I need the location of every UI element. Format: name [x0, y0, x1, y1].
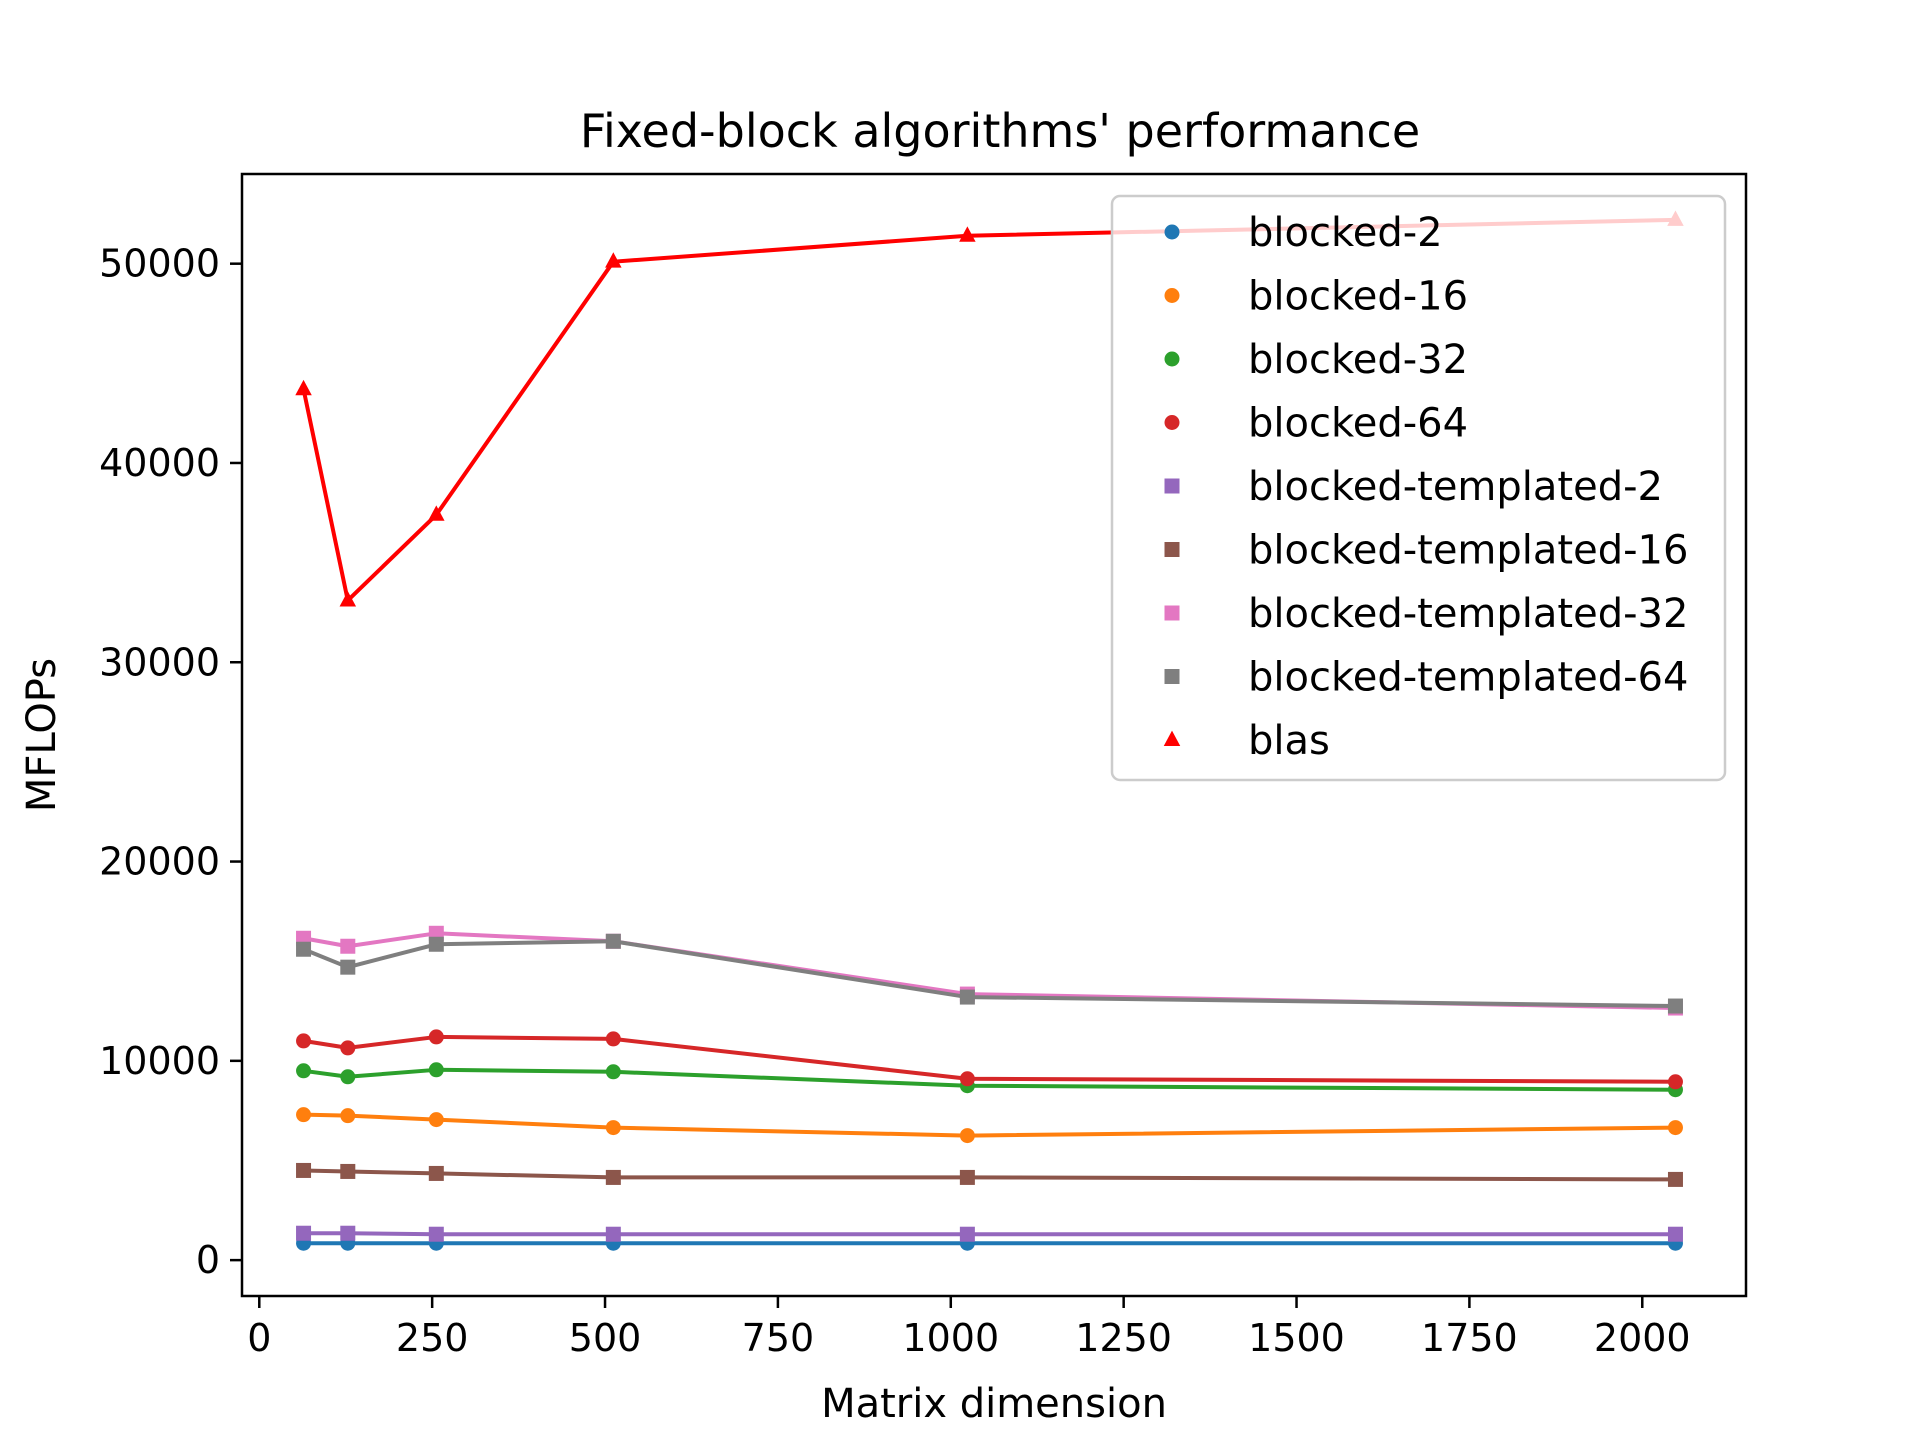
y-axis-label: MFLOPs [19, 658, 65, 812]
data-point-blocked-templated-2 [1667, 1226, 1683, 1242]
data-point-blocked-templated-64 [1667, 998, 1683, 1014]
data-point-blocked-64 [1667, 1074, 1683, 1090]
legend-marker-blocked-templated-32 [1164, 605, 1180, 621]
x-tick-label: 1500 [1248, 1316, 1345, 1360]
series-blocked-templated-64 [296, 933, 1683, 1014]
x-tick-label: 1250 [1075, 1316, 1172, 1360]
legend: blocked-2 blocked-16 blocked-32 blocked-64 b… [1110, 194, 1727, 782]
data-point-blas [428, 505, 445, 521]
legend-box [1110, 194, 1727, 782]
data-point-blocked-templated-2 [605, 1226, 621, 1242]
y-tick-label: 10000 [99, 1039, 220, 1083]
legend-label-blas: blas [1248, 718, 1330, 764]
data-point-blas [295, 379, 312, 396]
data-point-blocked-templated-64 [959, 989, 975, 1005]
data-point-blocked-templated-64 [605, 933, 621, 949]
data-point-blocked-templated-16 [1667, 1171, 1683, 1187]
legend-label-blocked-2: blocked-2 [1248, 210, 1443, 256]
x-tick-label: 1750 [1421, 1316, 1518, 1360]
data-point-blocked-32 [340, 1069, 356, 1085]
x-axis: 0 250 500 750 1000 1250 1500 1750 2000 [247, 1296, 1691, 1360]
data-point-blas [959, 226, 976, 242]
series-blocked-64 [296, 1029, 1683, 1090]
legend-label-blocked-32: blocked-32 [1248, 337, 1468, 383]
x-axis-label: Matrix dimension [821, 1381, 1167, 1427]
data-point-blocked-templated-16 [340, 1163, 356, 1179]
data-point-blocked-templated-16 [428, 1165, 444, 1181]
data-point-blocked-64 [340, 1040, 356, 1056]
data-point-blocked-templated-2 [428, 1226, 444, 1242]
data-point-blocked-templated-16 [959, 1169, 975, 1185]
data-point-blocked-templated-2 [340, 1225, 356, 1241]
data-point-blocked-16 [340, 1108, 356, 1124]
data-point-blocked-templated-64 [296, 941, 312, 957]
legend-marker-blocked-2 [1164, 224, 1180, 240]
y-tick-label: 20000 [99, 840, 220, 884]
legend-marker-blocked-64 [1164, 415, 1180, 430]
data-point-blocked-templated-2 [959, 1226, 975, 1242]
x-tick-label: 500 [569, 1316, 642, 1360]
data-point-blocked-64 [959, 1071, 975, 1087]
series-layer [295, 210, 1684, 1251]
data-point-blocked-16 [959, 1128, 975, 1144]
y-tick-label: 40000 [99, 441, 220, 485]
legend-marker-blocked-templated-64 [1164, 669, 1180, 684]
y-axis: 0 10000 20000 30000 40000 50000 [99, 242, 242, 1282]
x-tick-label: 0 [247, 1316, 271, 1360]
series-blocked-16 [296, 1107, 1683, 1144]
data-point-blocked-32 [605, 1064, 621, 1080]
legend-marker-blocked-32 [1164, 351, 1180, 367]
data-point-blocked-16 [296, 1107, 312, 1123]
y-tick-label: 0 [196, 1238, 220, 1282]
data-point-blas [605, 252, 622, 268]
data-point-blocked-templated-16 [605, 1169, 621, 1185]
legend-label-blocked-64: blocked-64 [1248, 401, 1468, 447]
x-tick-label: 750 [742, 1316, 815, 1360]
data-point-blocked-templated-64 [340, 959, 356, 975]
y-tick-label: 30000 [99, 640, 220, 684]
legend-marker-blocked-templated-2 [1164, 478, 1180, 494]
data-point-blocked-templated-32 [340, 938, 356, 954]
series-blocked-templated-16 [296, 1162, 1683, 1187]
data-point-blocked-16 [605, 1120, 621, 1136]
legend-marker-blocked-templated-16 [1164, 542, 1180, 557]
x-tick-label: 1000 [902, 1316, 999, 1360]
plot-frame [240, 172, 1748, 1298]
data-point-blocked-templated-64 [428, 936, 444, 952]
x-tick-label: 2000 [1594, 1316, 1691, 1360]
data-point-blocked-64 [296, 1033, 312, 1049]
legend-label-blocked-templated-16: blocked-templated-16 [1248, 528, 1688, 574]
legend-label-blocked-templated-64: blocked-templated-64 [1248, 655, 1688, 701]
legend-marker-blas [1163, 730, 1181, 746]
data-point-blocked-64 [428, 1029, 444, 1045]
series-line-blas [301, 217, 1676, 603]
series-line-blocked-templated-2 [303, 1231, 1676, 1237]
data-point-blocked-16 [428, 1112, 444, 1128]
data-point-blocked-32 [296, 1063, 312, 1079]
x-tick-label: 250 [396, 1316, 469, 1360]
data-point-blocked-64 [605, 1031, 621, 1047]
data-point-blocked-templated-16 [296, 1162, 312, 1178]
y-tick-label: 50000 [99, 242, 220, 286]
data-point-blas [339, 591, 357, 607]
legend-label-blocked-templated-32: blocked-templated-32 [1248, 591, 1688, 637]
series-blocked-templated-2 [296, 1225, 1683, 1242]
legend-marker-blocked-16 [1164, 288, 1180, 303]
legend-label-blocked-16: blocked-16 [1248, 274, 1468, 320]
data-point-blocked-16 [1667, 1120, 1683, 1136]
data-point-blocked-32 [428, 1062, 444, 1078]
data-point-blocked-templated-2 [296, 1225, 312, 1241]
legend-label-blocked-templated-2: blocked-templated-2 [1248, 464, 1663, 510]
chart-title: Fixed-block algorithms' performance [580, 104, 1420, 158]
